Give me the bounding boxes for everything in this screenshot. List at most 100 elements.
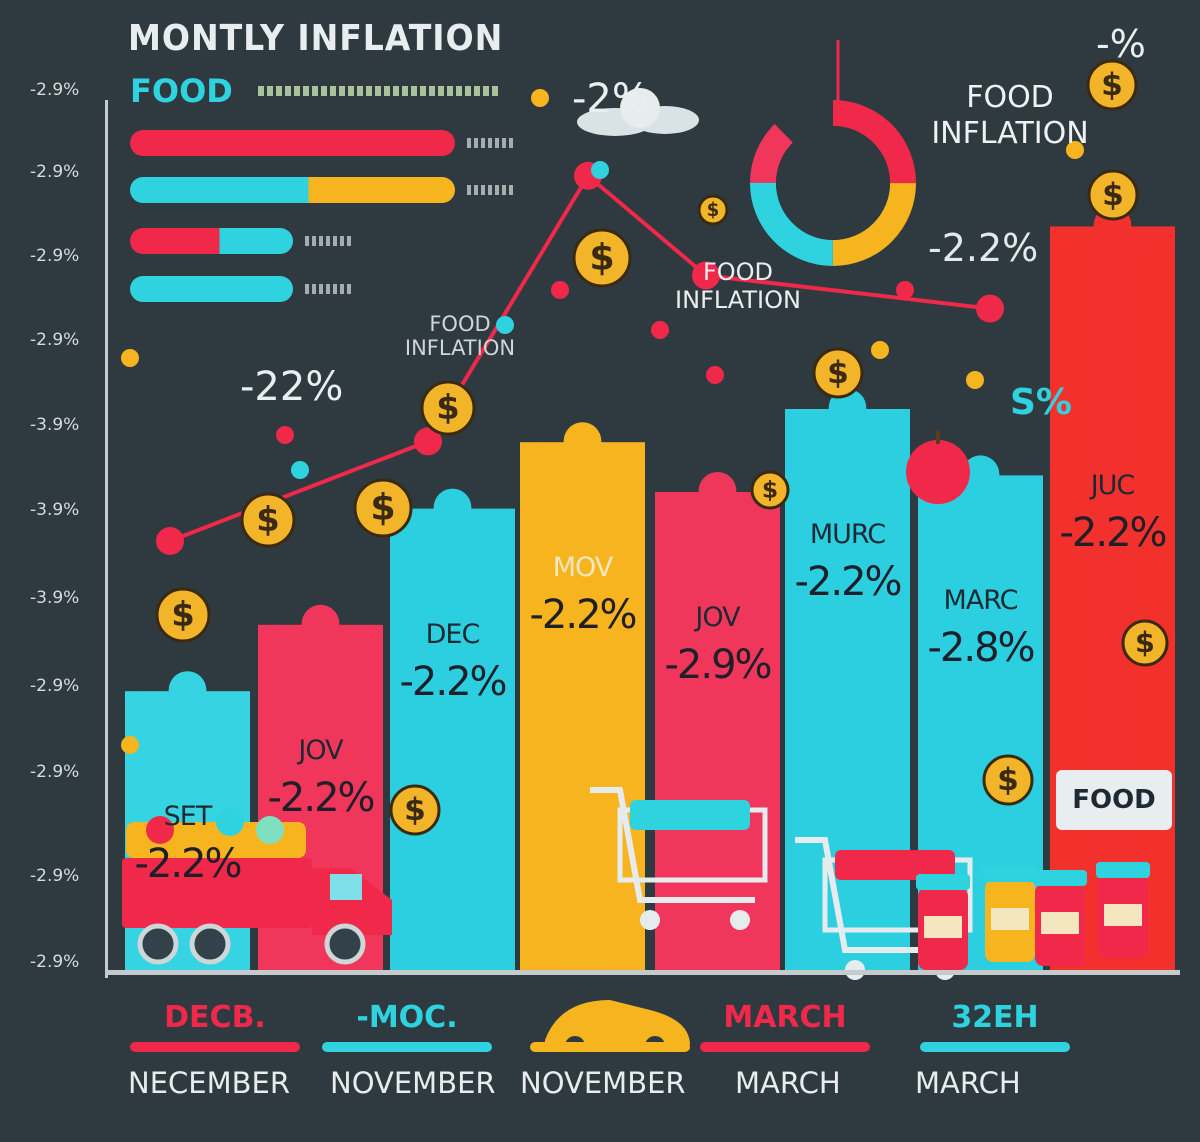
confetti-dot [591, 161, 609, 179]
confetti-dot [291, 461, 309, 479]
dollar-coin-icon: $ [572, 228, 632, 288]
y-tick-label: -2.9% [30, 246, 80, 266]
bar-value-label: -2.2% [267, 774, 375, 821]
bottom-month-label: NECEMBER [128, 1066, 290, 1100]
bottom-month-label: NOVEMBER [520, 1066, 686, 1100]
horizontal-bar-tag [467, 138, 513, 148]
x-axis-line [105, 970, 1180, 975]
trend-point [414, 427, 442, 456]
y-tick-label: -3.9% [30, 500, 80, 520]
svg-text:$: $ [256, 500, 280, 539]
dollar-coin-icon: $ [982, 754, 1034, 806]
bar-value-label: -2.2% [134, 841, 242, 888]
svg-text:$: $ [436, 388, 460, 427]
bar-value-label: -2.2% [399, 658, 507, 705]
bar-group [785, 389, 910, 970]
svg-text:$: $ [1102, 177, 1124, 213]
svg-text:$: $ [1135, 625, 1155, 659]
bar-value-label: -2.2% [1059, 510, 1167, 556]
horizontal-bar [130, 276, 293, 302]
horizontal-bar [130, 130, 455, 156]
bar-group [1050, 206, 1175, 970]
cloud-shape [577, 88, 699, 136]
pct-symbol-label: S% [1010, 382, 1072, 423]
jar-icon [1033, 870, 1087, 966]
bottom-month-label: NOVEMBER [330, 1066, 496, 1100]
confetti-dot [121, 736, 139, 754]
y-tick-label: -2.9% [30, 952, 80, 972]
svg-text:$: $ [707, 200, 720, 221]
dollar-coin-icon: $ [750, 470, 790, 510]
horizontal-bar-tag [305, 236, 351, 246]
confetti-dot [121, 349, 139, 367]
dollar-coin-icon: $ [155, 587, 211, 643]
svg-text:$: $ [762, 476, 778, 504]
bar-category-label: MURC [809, 519, 886, 550]
confetti-dot [706, 366, 724, 384]
confetti-dot [871, 341, 889, 359]
confetti-dot [1066, 141, 1084, 159]
horizontal-bar-tag [305, 284, 351, 294]
bar-column [1093, 206, 1132, 970]
top-pct-label: -2% [572, 76, 650, 122]
bar-column [1003, 487, 1041, 970]
confetti-dot [276, 426, 294, 444]
confetti-dot [496, 316, 514, 334]
y-tick-label: -2.9% [30, 676, 80, 696]
bottom-month-label: MARCH [915, 1066, 1021, 1100]
y-tick-label: -3.9% [30, 588, 80, 608]
bottom-month-label: MARCH [735, 1066, 841, 1100]
legend-strip [258, 86, 498, 96]
horizontal-bar-tag [467, 185, 513, 195]
bottom-tag-underline [530, 1042, 690, 1052]
bottom-tag-underline [700, 1042, 870, 1052]
y-tick-label: -2.9% [30, 162, 80, 182]
food-inflation-label-left: FOOD INFLATION [404, 312, 516, 360]
bar-category-label: JOV [695, 602, 740, 633]
bar-column [392, 508, 430, 970]
confetti-dot [896, 281, 914, 299]
confetti-dot [531, 89, 549, 107]
bar-column [475, 520, 513, 970]
bar-column [961, 455, 1000, 970]
bar-group [655, 472, 780, 970]
jar-icon [983, 866, 1037, 962]
bar-column [563, 422, 602, 970]
dollar-coin-icon: $ [1121, 619, 1169, 667]
svg-text:$: $ [370, 486, 395, 529]
bottom-tag-label: -MOC. [356, 1000, 458, 1035]
trend-point [692, 261, 720, 290]
dollar-coin-icon: $ [353, 478, 413, 538]
mid-left-pct-label: -22% [240, 364, 344, 410]
top-right-pct-label: -% [1096, 22, 1146, 66]
horizontal-bar [130, 177, 455, 203]
confetti-dot [966, 371, 984, 389]
bar-category-label: MARC [943, 585, 1018, 617]
bottom-tag-underline [130, 1042, 300, 1052]
bar-value-label: -2.8% [927, 625, 1035, 672]
y-tick-label: -2.9% [30, 866, 80, 886]
bar-column [1052, 226, 1090, 970]
bar-group [520, 422, 645, 970]
bar-category-label: JUC [1090, 470, 1136, 501]
bar-column [828, 389, 867, 970]
confetti-dot [651, 321, 669, 339]
bar-category-label: JOV [298, 734, 343, 766]
bar-category-label: DEC [425, 618, 481, 650]
bottom-tag-underline [322, 1042, 492, 1052]
bar-column [1135, 238, 1173, 970]
bar-value-label: -2.2% [529, 592, 637, 639]
bar-group [390, 488, 515, 970]
dollar-coin-icon: $ [420, 380, 476, 436]
y-tick-label: -2.9% [30, 80, 80, 100]
bottom-tag-label: MARCH [723, 1000, 847, 1035]
svg-text:$: $ [404, 792, 426, 828]
bar-column [920, 475, 958, 970]
bar-value-label: -2.2% [794, 559, 902, 605]
apple-icon [906, 430, 970, 504]
bar-column [522, 442, 560, 970]
y-axis-line [105, 100, 108, 978]
delivery-truck-icon [122, 808, 392, 965]
